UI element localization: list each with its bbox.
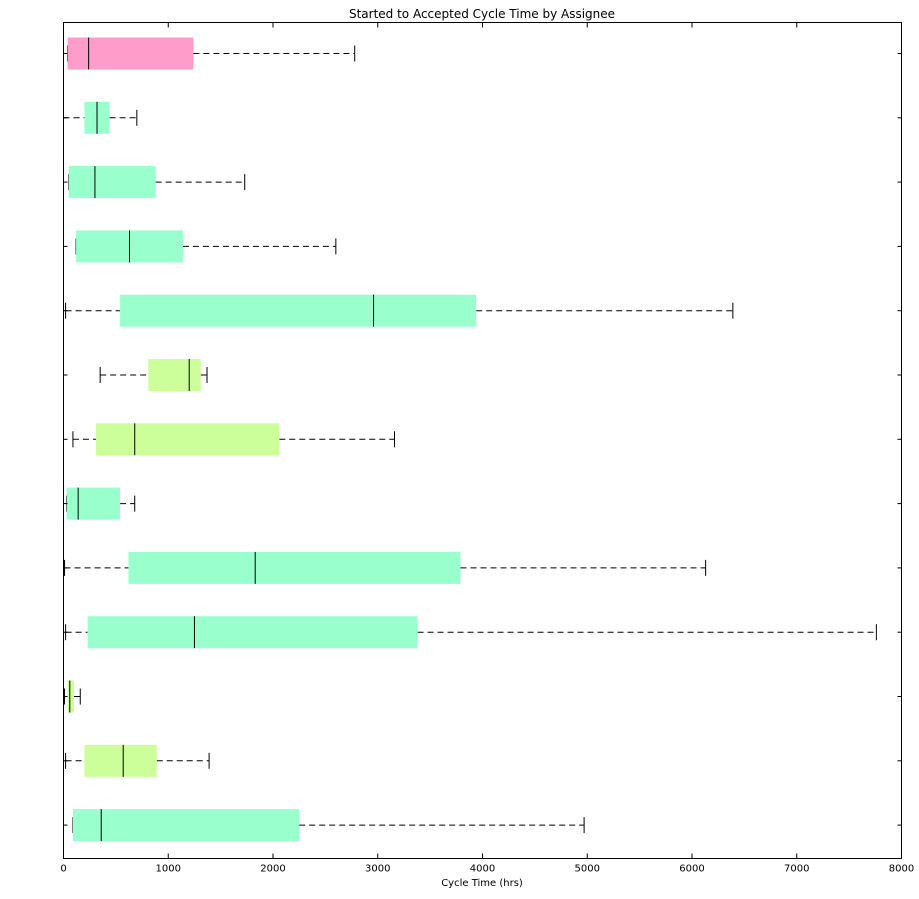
box-13	[72, 809, 585, 842]
box-1	[67, 37, 356, 70]
box-6	[99, 359, 208, 391]
box-iqr	[148, 359, 201, 391]
x-tick-label: 2000	[260, 864, 285, 875]
box-iqr	[87, 616, 418, 649]
box-iqr	[84, 744, 157, 777]
ticks-layer: 0 1000 2000 3000 4000 5000 6000 7000 8000	[60, 22, 914, 875]
x-tick-label: 4000	[470, 864, 495, 875]
x-tick-label: 3000	[365, 864, 390, 875]
x-tick-label: 1000	[156, 864, 181, 875]
box-10	[65, 616, 877, 649]
box-iqr	[120, 294, 477, 327]
box-iqr	[67, 680, 74, 713]
x-tick-label: 7000	[784, 864, 809, 875]
box-iqr	[128, 551, 461, 584]
box-2	[63, 101, 138, 134]
x-tick-label: 5000	[575, 864, 600, 875]
box-8	[66, 487, 136, 520]
box-iqr	[95, 423, 280, 456]
x-tick-label: 6000	[679, 864, 704, 875]
chart-title: Started to Accepted Cycle Time by Assign…	[349, 7, 615, 21]
box-12	[65, 744, 210, 777]
x-tick-label: 0	[60, 864, 66, 875]
box-iqr	[72, 809, 300, 842]
box-9	[64, 551, 707, 584]
box-7	[72, 423, 396, 456]
x-axis-label: Cycle Time (hrs)	[441, 878, 523, 889]
boxes-layer	[63, 37, 877, 842]
box-iqr	[66, 487, 121, 520]
box-4	[75, 230, 337, 263]
x-tick-label: 8000	[889, 864, 914, 875]
box-iqr	[67, 37, 194, 70]
box-3	[68, 166, 246, 199]
box-5	[65, 294, 734, 327]
box-iqr	[68, 166, 156, 199]
